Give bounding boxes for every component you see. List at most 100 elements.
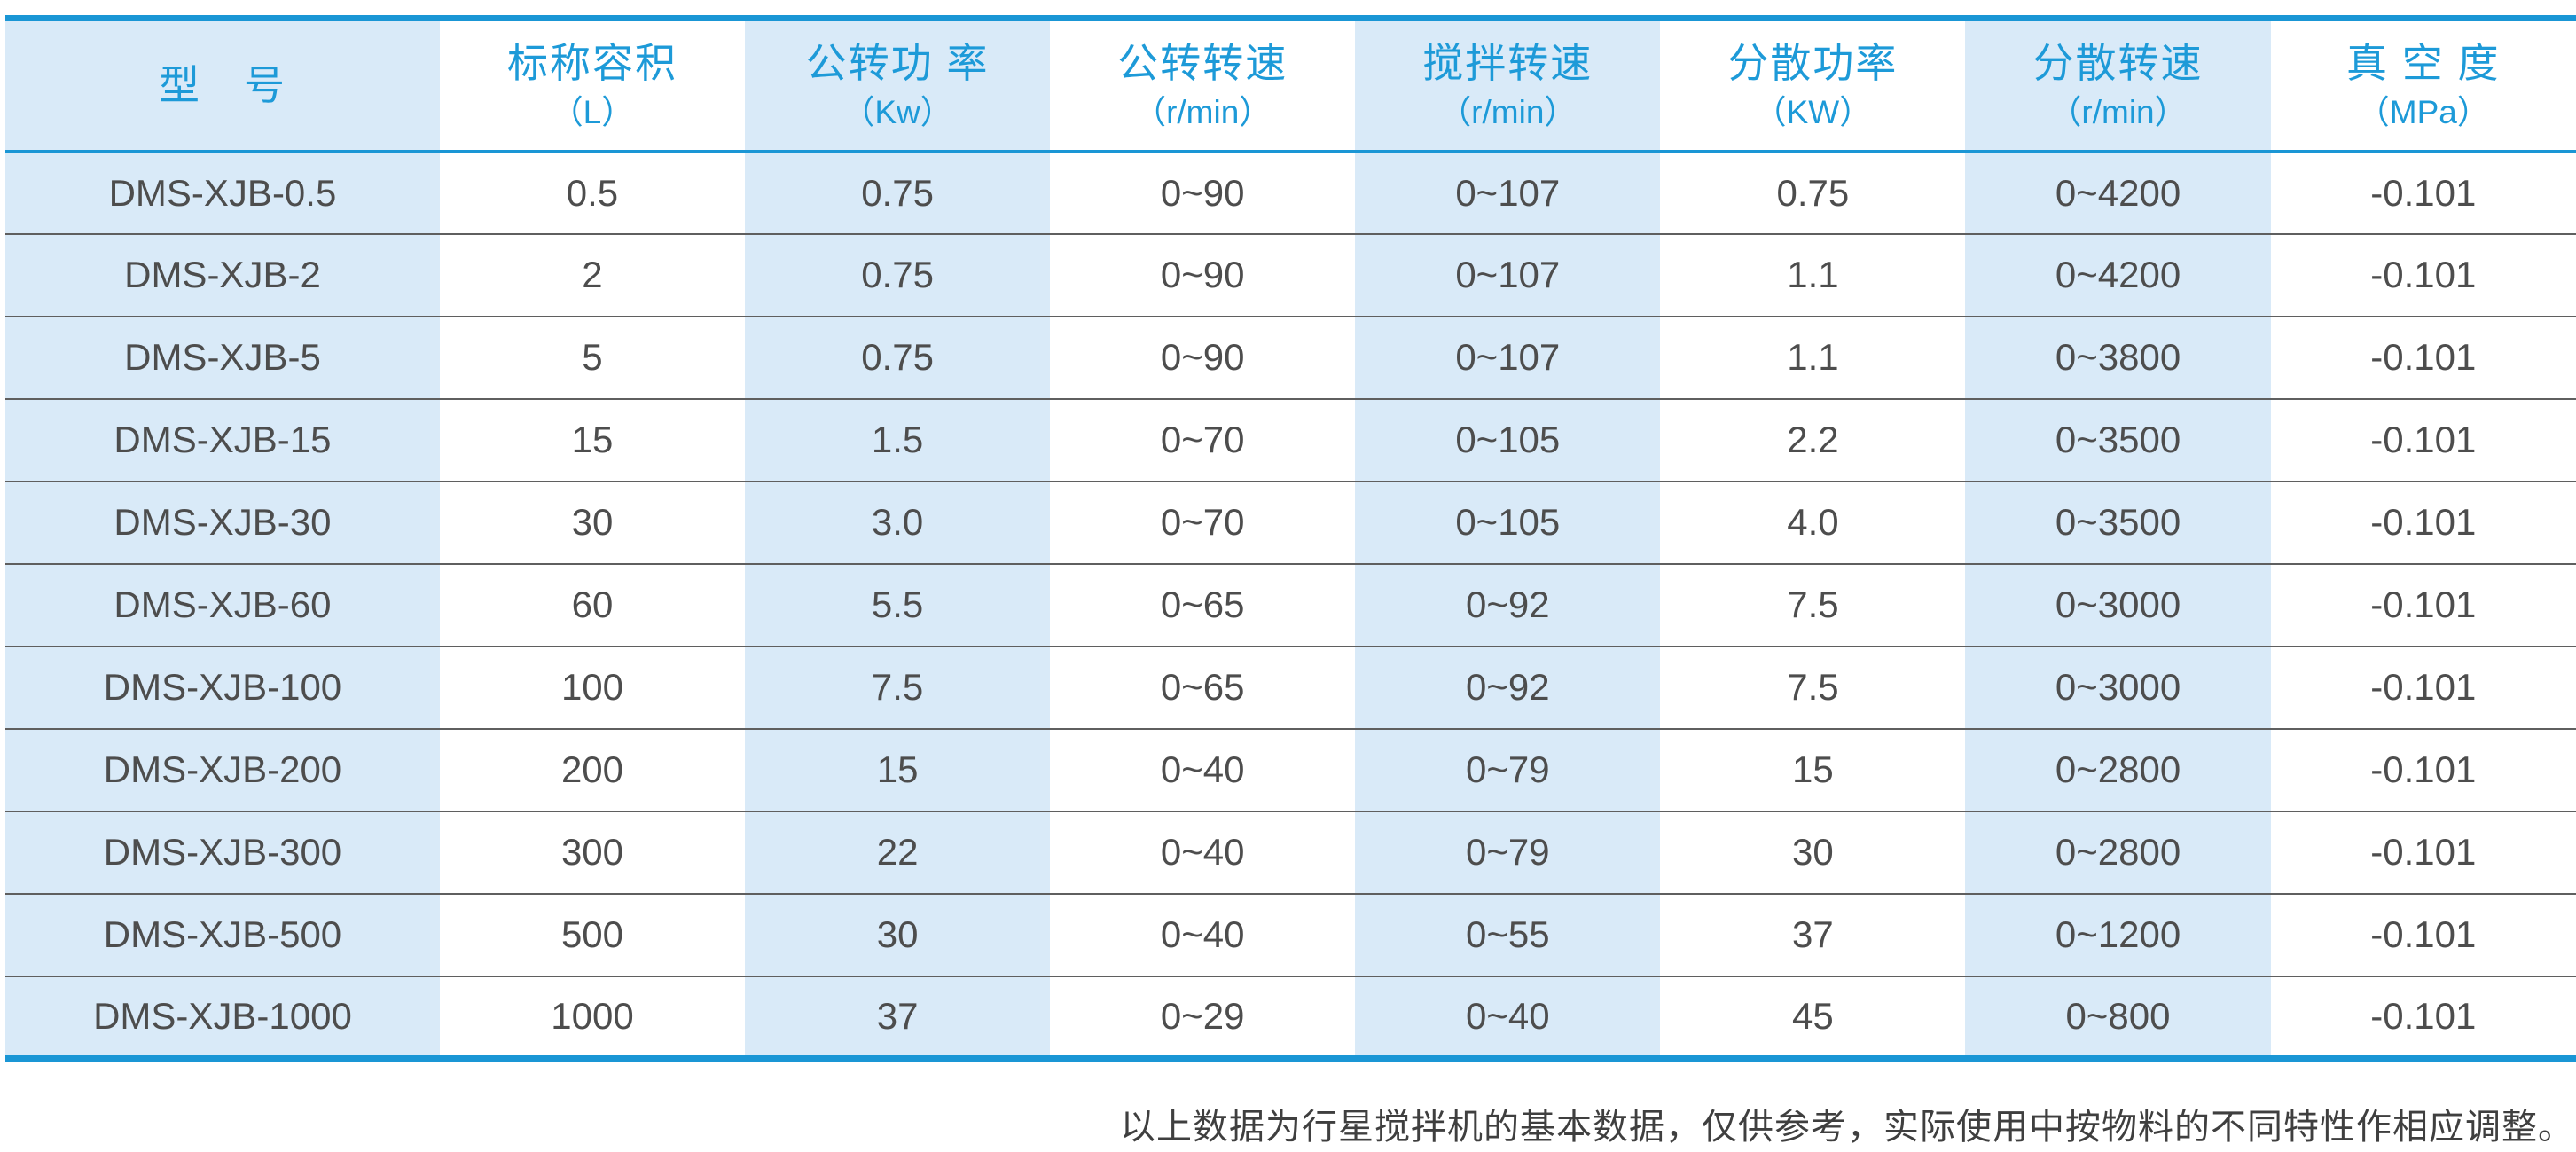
value-cell: 45 bbox=[1660, 975, 1966, 1059]
value-cell: 0~70 bbox=[1050, 397, 1356, 482]
value-cell: 15 bbox=[1660, 727, 1966, 811]
value-cell: 0~40 bbox=[1050, 810, 1356, 894]
value-cell: 0~40 bbox=[1050, 892, 1356, 976]
value-cell: 0~70 bbox=[1050, 480, 1356, 564]
column-title: 公转转速 bbox=[1117, 40, 1288, 87]
value-cell: -0.101 bbox=[2270, 151, 2576, 234]
value-cell: 0.75 bbox=[745, 232, 1051, 317]
column-header: 分散功率 （KW） bbox=[1660, 18, 1966, 153]
value-cell: 2 bbox=[439, 232, 746, 317]
column-header: 型 号 bbox=[5, 18, 440, 153]
model-cell: DMS-XJB-1000 bbox=[5, 975, 440, 1059]
value-cell: 0~3500 bbox=[1965, 397, 2271, 482]
model-cell: DMS-XJB-100 bbox=[5, 645, 440, 729]
value-cell: -0.101 bbox=[2270, 810, 2576, 894]
column-unit: （r/min） bbox=[1133, 93, 1272, 130]
column-unit: （r/min） bbox=[2048, 93, 2188, 130]
model-cell: DMS-XJB-500 bbox=[5, 892, 440, 976]
value-cell: 0~4200 bbox=[1965, 232, 2271, 317]
header-row: 型 号 标称容积 （L） 公转功 率 （Kw） 公转转速 （r/min） 搅拌转速 （r/min… bbox=[5, 18, 2576, 153]
column-title: 分散转速 bbox=[2032, 40, 2204, 87]
value-cell: 1.1 bbox=[1660, 232, 1966, 317]
value-cell: 7.5 bbox=[745, 645, 1051, 729]
value-cell: -0.101 bbox=[2270, 892, 2576, 976]
value-cell: 0~79 bbox=[1355, 810, 1661, 894]
column-header: 分散转速 （r/min） bbox=[1965, 18, 2271, 153]
column-header: 搅拌转速 （r/min） bbox=[1355, 18, 1661, 153]
model-cell: DMS-XJB-60 bbox=[5, 562, 440, 647]
value-cell: 4.0 bbox=[1660, 480, 1966, 564]
value-cell: -0.101 bbox=[2270, 232, 2576, 317]
value-cell: -0.101 bbox=[2270, 315, 2576, 399]
column-title: 分散功率 bbox=[1727, 40, 1899, 87]
table-row: DMS-XJB-60 60 5.5 0~65 0~92 7.5 0~3000 -0.101 bbox=[5, 562, 2576, 647]
column-title: 真 空 度 bbox=[2346, 40, 2501, 87]
table-row: DMS-XJB-300 300 22 0~40 0~79 30 0~2800 -0.101 bbox=[5, 810, 2576, 894]
value-cell: 0~65 bbox=[1050, 562, 1356, 647]
value-cell: -0.101 bbox=[2270, 397, 2576, 482]
value-cell: 0~105 bbox=[1355, 397, 1661, 482]
value-cell: -0.101 bbox=[2270, 645, 2576, 729]
value-cell: 0.75 bbox=[1660, 151, 1966, 234]
value-cell: 0.75 bbox=[745, 151, 1051, 234]
value-cell: 0~107 bbox=[1355, 315, 1661, 399]
table-body: DMS-XJB-0.5 0.5 0.75 0~90 0~107 0.75 0~4200 -0.… bbox=[5, 151, 2576, 1059]
column-header: 公转转速 （r/min） bbox=[1050, 18, 1356, 153]
value-cell: 37 bbox=[1660, 892, 1966, 976]
model-cell: DMS-XJB-5 bbox=[5, 315, 440, 399]
value-cell: 37 bbox=[745, 975, 1051, 1059]
value-cell: 0~79 bbox=[1355, 727, 1661, 811]
value-cell: 300 bbox=[439, 810, 746, 894]
value-cell: 0~2800 bbox=[1965, 810, 2271, 894]
table-row: DMS-XJB-500 500 30 0~40 0~55 37 0~1200 -0.101 bbox=[5, 892, 2576, 976]
value-cell: 0~800 bbox=[1965, 975, 2271, 1059]
value-cell: 0~3800 bbox=[1965, 315, 2271, 399]
value-cell: 100 bbox=[439, 645, 746, 729]
value-cell: 0~29 bbox=[1050, 975, 1356, 1059]
column-unit: （L） bbox=[550, 93, 635, 130]
value-cell: 30 bbox=[745, 892, 1051, 976]
column-header: 公转功 率 （Kw） bbox=[745, 18, 1051, 153]
model-cell: DMS-XJB-200 bbox=[5, 727, 440, 811]
column-unit: （Kw） bbox=[842, 93, 953, 130]
value-cell: 0~92 bbox=[1355, 645, 1661, 729]
column-header: 标称容积 （L） bbox=[439, 18, 746, 153]
value-cell: 0.75 bbox=[745, 315, 1051, 399]
spec-table: 型 号 标称容积 （L） 公转功 率 （Kw） 公转转速 （r/min） 搅拌转速 （r/min… bbox=[5, 15, 2576, 1062]
table-row: DMS-XJB-2 2 0.75 0~90 0~107 1.1 0~4200 -0.101 bbox=[5, 232, 2576, 317]
value-cell: 2.2 bbox=[1660, 397, 1966, 482]
value-cell: 0~65 bbox=[1050, 645, 1356, 729]
table-row: DMS-XJB-0.5 0.5 0.75 0~90 0~107 0.75 0~4200 -0.… bbox=[5, 151, 2576, 234]
value-cell: 0~3500 bbox=[1965, 480, 2271, 564]
column-title: 型 号 bbox=[158, 61, 286, 108]
table-row: DMS-XJB-30 30 3.0 0~70 0~105 4.0 0~3500 -0.101 bbox=[5, 480, 2576, 564]
value-cell: 0~90 bbox=[1050, 315, 1356, 399]
value-cell: 0~92 bbox=[1355, 562, 1661, 647]
value-cell: -0.101 bbox=[2270, 727, 2576, 811]
value-cell: 0~40 bbox=[1050, 727, 1356, 811]
value-cell: 7.5 bbox=[1660, 645, 1966, 729]
model-cell: DMS-XJB-15 bbox=[5, 397, 440, 482]
value-cell: 0~1200 bbox=[1965, 892, 2271, 976]
value-cell: 0~55 bbox=[1355, 892, 1661, 976]
column-unit: （KW） bbox=[1753, 93, 1873, 130]
spec-table-container: 型 号 标称容积 （L） 公转功 率 （Kw） 公转转速 （r/min） 搅拌转速 （r/min… bbox=[5, 15, 2576, 1062]
table-row: DMS-XJB-15 15 1.5 0~70 0~105 2.2 0~3500 -0.101 bbox=[5, 397, 2576, 482]
value-cell: 0~107 bbox=[1355, 232, 1661, 317]
value-cell: -0.101 bbox=[2270, 562, 2576, 647]
value-cell: 3.0 bbox=[745, 480, 1051, 564]
value-cell: 1000 bbox=[439, 975, 746, 1059]
value-cell: 15 bbox=[439, 397, 746, 482]
value-cell: 500 bbox=[439, 892, 746, 976]
column-title: 公转功 率 bbox=[805, 40, 990, 87]
value-cell: 0.5 bbox=[439, 151, 746, 234]
value-cell: 30 bbox=[1660, 810, 1966, 894]
value-cell: -0.101 bbox=[2270, 975, 2576, 1059]
column-unit: （MPa） bbox=[2356, 93, 2490, 130]
table-row: DMS-XJB-5 5 0.75 0~90 0~107 1.1 0~3800 -0.101 bbox=[5, 315, 2576, 399]
model-cell: DMS-XJB-2 bbox=[5, 232, 440, 317]
column-title: 标称容积 bbox=[506, 40, 677, 87]
table-row: DMS-XJB-200 200 15 0~40 0~79 15 0~2800 -0.101 bbox=[5, 727, 2576, 811]
model-cell: DMS-XJB-300 bbox=[5, 810, 440, 894]
value-cell: 0~4200 bbox=[1965, 151, 2271, 234]
